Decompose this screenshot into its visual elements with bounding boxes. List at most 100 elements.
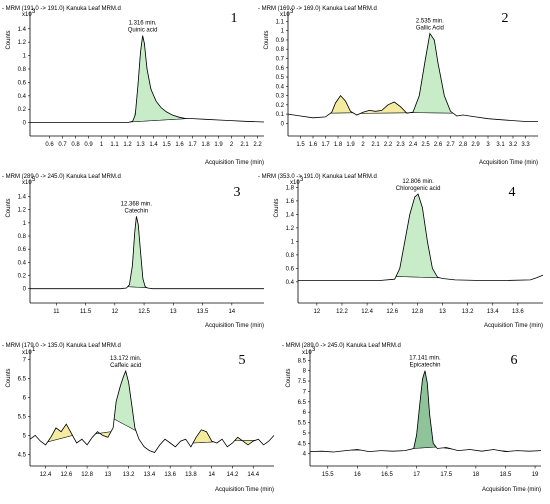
- x-axis-label: Acquisition Time (min): [479, 160, 538, 166]
- y-multiplier: x10: [22, 350, 32, 356]
- x-tick-label: 18.5: [500, 472, 512, 478]
- panel-title: - MRM (289.0 -> 245.0) Kanuka Leaf MRM.d: [2, 174, 121, 180]
- panel-number: 1: [231, 11, 238, 26]
- x-tick-label: 14.4: [247, 472, 259, 478]
- y-tick-label: 7: [23, 358, 27, 364]
- x-axis-label: Acquisition Time (min): [482, 487, 541, 493]
- y-tick-label: 7: [303, 389, 307, 395]
- x-tick-label: 17.5: [440, 472, 452, 478]
- x-tick-label: 2.1: [240, 142, 249, 148]
- x-tick-label: 1.6: [309, 142, 318, 148]
- y-multiplier: x10: [22, 12, 32, 18]
- y-tick-label: 0.5: [276, 75, 285, 81]
- x-tick-label: 0.9: [84, 142, 93, 148]
- y-axis-label: Counts: [6, 368, 12, 387]
- x-tick-label: 3.2: [509, 142, 518, 148]
- x-tick-label: 13.4: [487, 309, 499, 315]
- y-multiplier-exponent: 1: [32, 347, 36, 353]
- peak-baseline: [395, 276, 440, 279]
- x-tick-label: 12.2: [336, 309, 348, 315]
- x-tick-label: 2.2: [253, 142, 262, 148]
- x-tick-label: 11: [53, 309, 60, 315]
- chromatogram-trace: [309, 370, 542, 453]
- panel-number: 2: [502, 11, 509, 26]
- integrated-peak-area: [234, 437, 256, 446]
- y-tick-label: 0.8: [18, 234, 27, 240]
- y-tick-label: 0.2: [18, 107, 27, 113]
- y-tick-label: 1.2: [18, 40, 27, 46]
- x-tick-label: 2.9: [471, 142, 480, 148]
- x-tick-label: 16: [354, 472, 361, 478]
- peak-baseline: [413, 446, 437, 449]
- x-tick-label: 19: [532, 472, 539, 478]
- x-tick-label: 18: [473, 472, 480, 478]
- y-tick-label: 1: [23, 221, 27, 227]
- y-tick-label: 0.8: [276, 47, 285, 53]
- x-tick-label: 13.2: [462, 309, 474, 315]
- x-tick-label: 1.2: [123, 142, 132, 148]
- peak-compound-name: Caffeic acid: [110, 363, 141, 369]
- chromatogram-panel-1: - MRM (191.0 -> 191.0) Kanuka Leaf MRM.d…: [2, 6, 265, 166]
- y-tick-label: 0: [281, 121, 285, 127]
- x-tick-label: 1.6: [175, 142, 184, 148]
- y-tick-label: 8: [303, 369, 307, 375]
- x-tick-label: 3: [486, 142, 490, 148]
- y-tick-label: 5: [303, 431, 307, 437]
- x-tick-label: 14: [208, 472, 215, 478]
- integrated-peak-area: [47, 423, 73, 443]
- x-tick-label: 2.3: [396, 142, 405, 148]
- x-tick-label: 12: [314, 309, 321, 315]
- y-tick-label: 0.6: [18, 80, 27, 86]
- x-tick-label: 13: [439, 309, 446, 315]
- x-tick-label: 2: [361, 142, 365, 148]
- x-tick-label: 11.5: [80, 309, 92, 315]
- y-tick-label: 1: [291, 239, 295, 245]
- y-tick-label: 5.5: [18, 414, 27, 420]
- y-tick-label: 0: [23, 287, 27, 293]
- y-multiplier: x10: [290, 180, 300, 186]
- chromatogram-panel-3: - MRM (289.0 -> 245.0) Kanuka Leaf MRM.d…: [2, 174, 264, 329]
- x-tick-label: 2.5: [421, 142, 430, 148]
- y-tick-label: 0.6: [18, 247, 27, 253]
- y-tick-label: 1: [23, 54, 27, 60]
- x-tick-label: 1.7: [188, 142, 197, 148]
- x-tick-label: 1.3: [136, 142, 145, 148]
- chromatogram-panel-2: - MRM (169.0 -> 169.0) Kanuka Leaf MRM.d…: [258, 6, 538, 166]
- x-tick-label: 13.8: [185, 472, 197, 478]
- integrated-peak-area: [413, 370, 437, 449]
- y-tick-label: 6.5: [298, 400, 307, 406]
- peak-baseline: [192, 441, 214, 444]
- x-tick-label: 0.7: [58, 142, 67, 148]
- peak-compound-name: Quinic acid: [128, 27, 158, 33]
- panel-number: 6: [511, 353, 518, 368]
- y-tick-label: 4: [303, 452, 307, 458]
- y-multiplier-exponent: 3: [290, 9, 294, 15]
- peak-compound-name: Epicatechin: [409, 363, 440, 369]
- x-tick-label: 1.5: [296, 142, 305, 148]
- x-tick-label: 2.2: [384, 142, 393, 148]
- x-tick-label: 12.4: [361, 309, 373, 315]
- x-tick-label: 1.8: [334, 142, 343, 148]
- y-multiplier-exponent: 3: [32, 9, 36, 15]
- peak-baseline: [410, 112, 454, 114]
- y-tick-label: 1.4: [286, 212, 295, 218]
- x-tick-label: 12.8: [81, 472, 93, 478]
- y-tick-label: 1: [281, 29, 285, 35]
- y-tick-label: 0.4: [18, 260, 27, 266]
- x-tick-label: 13.2: [123, 472, 135, 478]
- x-tick-label: 1.9: [346, 142, 355, 148]
- y-tick-label: 0.7: [276, 56, 285, 62]
- panel-number: 3: [234, 185, 241, 200]
- x-axis-label: Acquisition Time (min): [205, 323, 264, 329]
- x-tick-label: 1: [100, 142, 104, 148]
- y-axis-label: Counts: [286, 368, 292, 387]
- x-tick-label: 2.7: [446, 142, 455, 148]
- y-tick-label: 0.9: [276, 38, 285, 44]
- y-multiplier-exponent: 5: [32, 177, 36, 183]
- y-tick-label: 0.4: [286, 280, 295, 286]
- x-tick-label: 13: [170, 309, 177, 315]
- peak-retention-time: 12.368 min.: [121, 201, 153, 207]
- panel-title: - MRM (289.0 -> 245.0) Kanuka Leaf MRM.d: [282, 343, 401, 349]
- y-tick-label: 7.5: [298, 379, 307, 385]
